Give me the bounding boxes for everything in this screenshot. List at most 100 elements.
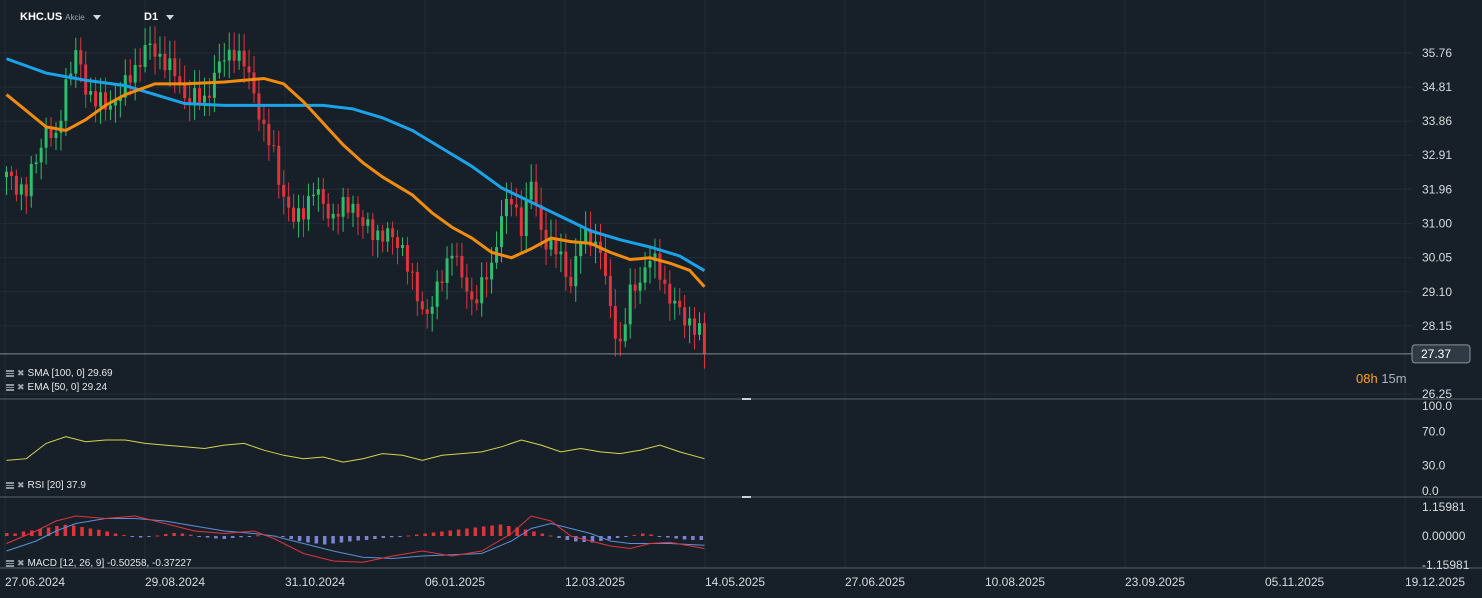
macd-histogram-bar	[122, 534, 126, 536]
macd-tick-label: 0.00000	[1422, 529, 1466, 543]
candle	[405, 236, 409, 285]
instrument-type-label: Akcie	[65, 13, 85, 22]
candle-body	[54, 132, 58, 138]
candle	[326, 193, 330, 228]
rsi-legend[interactable]: ✖ RSI [20] 37.9	[6, 480, 86, 491]
close-icon[interactable]: ✖	[17, 368, 25, 378]
candle	[623, 307, 627, 348]
macd-histogram-bar	[515, 527, 519, 536]
macd-histogram-bar	[398, 536, 402, 537]
candle	[356, 196, 360, 236]
candle-body	[539, 205, 543, 230]
date-tick-label: 10.08.2025	[985, 575, 1045, 589]
symbol-selector[interactable]: KHC.US Akcie	[20, 11, 101, 23]
candle-body	[465, 277, 469, 292]
sma-legend[interactable]: ✖ SMA [100, 0] 29.69	[6, 368, 113, 379]
macd-histogram-bar	[306, 536, 310, 543]
macd-histogram-bar	[256, 535, 260, 537]
candle-body	[688, 318, 692, 326]
candle-body	[361, 217, 365, 226]
macd-histogram-bar	[599, 536, 603, 542]
candle-body	[420, 301, 424, 310]
menu-icon[interactable]	[6, 370, 14, 377]
macd-histogram-bar	[197, 536, 201, 537]
candle-body	[440, 281, 444, 283]
date-tick-label: 14.05.2025	[705, 575, 765, 589]
candle	[638, 266, 642, 304]
candle	[618, 322, 622, 357]
candle	[104, 77, 107, 121]
interval-label: D1	[144, 11, 159, 23]
ema-legend[interactable]: ✖ EMA [50, 0] 29.24	[6, 382, 107, 393]
candle	[306, 183, 310, 231]
panel-resize-handle[interactable]	[742, 496, 751, 498]
macd-histogram-bar	[682, 536, 687, 540]
candle	[9, 165, 13, 190]
macd-histogram-bar	[322, 536, 327, 545]
macd-histogram-bar	[465, 528, 469, 536]
candle-body	[316, 189, 320, 195]
ema-50-line	[5, 76, 706, 288]
macd-histogram-bar	[113, 533, 118, 536]
candle-body	[59, 120, 63, 133]
macd-histogram-bar	[565, 536, 570, 541]
rsi-tick-label: 0.0	[1422, 484, 1439, 498]
candle-body	[212, 72, 216, 98]
menu-icon[interactable]	[6, 482, 14, 489]
candle	[366, 212, 370, 234]
candle	[173, 40, 177, 94]
candle-body	[653, 253, 657, 261]
interval-selector[interactable]: D1	[144, 11, 175, 23]
candle	[311, 182, 315, 206]
panel-resize-handle[interactable]	[742, 398, 751, 400]
close-icon[interactable]: ✖	[17, 558, 25, 568]
menu-icon[interactable]	[6, 384, 14, 391]
close-icon[interactable]: ✖	[17, 480, 25, 490]
candle	[178, 58, 182, 94]
candle-body	[148, 43, 152, 46]
candle	[435, 270, 439, 320]
candle-body	[485, 277, 489, 280]
macd-histogram-bar	[239, 536, 243, 538]
price-tick-label: 31.00	[1422, 217, 1452, 231]
candle	[128, 59, 132, 96]
candle	[24, 176, 28, 214]
close-icon[interactable]: ✖	[17, 382, 25, 392]
candle-body	[168, 58, 172, 71]
candle	[534, 164, 538, 217]
candle	[19, 177, 23, 211]
candle-body	[222, 60, 226, 62]
candle	[698, 312, 701, 341]
macd-legend-label: MACD [12, 26, 9] -0.50258, -0.37227	[27, 558, 192, 569]
candle	[158, 36, 162, 70]
macd-histogram-bar	[38, 528, 42, 536]
macd-histogram-bar	[80, 526, 84, 536]
candle-body	[678, 300, 682, 308]
macd-legend[interactable]: ✖ MACD [12, 26, 9] -0.50258, -0.37227	[6, 558, 192, 569]
macd-histogram-bar	[21, 531, 26, 536]
candle-body	[39, 147, 43, 163]
candle	[193, 70, 197, 120]
price-tick-label: 34.81	[1422, 80, 1452, 94]
candle-body	[381, 230, 385, 242]
candle-body	[628, 284, 632, 325]
candle	[490, 247, 494, 294]
countdown-hours: 08h	[1356, 371, 1378, 386]
candle	[297, 194, 301, 238]
candle-body	[445, 258, 449, 283]
candle-body	[232, 49, 236, 61]
candle-body	[272, 145, 276, 147]
macd-histogram-bar	[532, 531, 536, 536]
candle-body	[198, 88, 202, 103]
candle	[39, 138, 43, 180]
candle-body	[430, 306, 434, 314]
price-tick-label: 35.76	[1422, 46, 1452, 60]
candle	[633, 268, 637, 309]
price-tick-label: 33.86	[1422, 114, 1452, 128]
macd-histogram-bar	[281, 536, 285, 538]
menu-icon[interactable]	[6, 560, 14, 567]
candle-body	[247, 66, 251, 73]
macd-histogram-bar	[71, 525, 76, 536]
candle-body	[460, 255, 464, 278]
